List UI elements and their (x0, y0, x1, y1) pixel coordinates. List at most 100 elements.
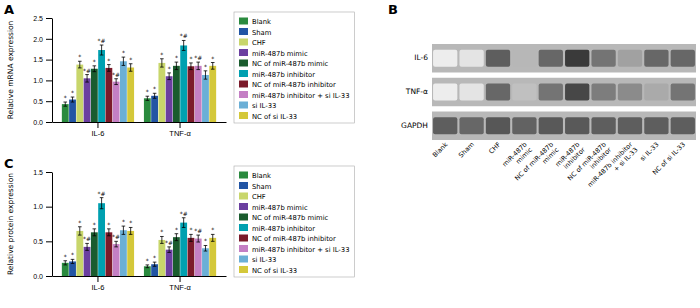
bar (62, 263, 69, 276)
legend-swatch (239, 214, 248, 221)
figure: A*******#****#*#***#*#****0.00.51.01.52.… (0, 0, 700, 308)
x-tick-label: IL-6 (91, 283, 104, 292)
error-bar-cap (93, 235, 97, 236)
error-bar-stem (79, 227, 80, 235)
band (539, 50, 563, 67)
significance-label: *# (165, 239, 173, 246)
error-bar-cap (114, 246, 118, 247)
significance-label: * (129, 219, 132, 226)
error-bar-cap (167, 72, 171, 73)
legend-entry: Blank (239, 18, 271, 27)
bar-panel: A*******#****#*#***#*#****0.00.51.01.52.… (4, 2, 354, 138)
error-bar-cap (122, 226, 126, 227)
legend-label: si IL-33 (252, 102, 276, 110)
bands (432, 44, 696, 140)
x-axis-line (53, 276, 227, 277)
y-tick: 0.5 (33, 238, 52, 245)
significance-label: * (122, 49, 125, 56)
error-bar-cap (153, 262, 157, 263)
y-tick-mark (46, 18, 52, 19)
error-bar-stem (72, 259, 73, 263)
error-bar-cap (63, 264, 67, 265)
band (565, 83, 589, 100)
significance-label: *# (98, 190, 106, 197)
error-bar (107, 65, 111, 72)
error-bar-cap (129, 227, 133, 228)
error-bar-cap (78, 235, 82, 236)
blot-strip (432, 44, 696, 72)
legend-swatch (239, 224, 248, 231)
legend-swatch (239, 203, 248, 210)
column-label: Blank (431, 140, 450, 159)
error-bar-cap (167, 252, 171, 253)
y-tick: 0.0 (33, 119, 52, 126)
error-bar-stem (147, 265, 148, 268)
error-bar-stem (154, 262, 155, 266)
significance-label: * (78, 53, 81, 60)
legend-entry: CHF (239, 193, 266, 202)
error-bar-cap (189, 234, 193, 235)
significance-label: * (71, 89, 74, 96)
error-bar-cap (211, 69, 215, 70)
error-bar-cap (167, 79, 171, 80)
y-tick-mark (46, 39, 52, 40)
significance-label: * (107, 57, 110, 64)
band (459, 117, 483, 134)
panel-label: B (388, 2, 398, 17)
significance-label: *# (180, 32, 188, 39)
error-bar-cap (153, 98, 157, 99)
error-bar (78, 61, 82, 68)
y-tick-mark (46, 172, 52, 173)
band (459, 83, 483, 100)
y-tick-mark (46, 60, 52, 61)
significance-label: * (153, 254, 156, 261)
significance-label: * (129, 56, 132, 63)
error-bar-stem (176, 62, 177, 69)
significance-label: * (204, 63, 207, 70)
error-bar-stem (72, 97, 73, 102)
legend-entry: Sham (239, 182, 272, 191)
significance-label: * (153, 85, 156, 92)
error-bar (146, 96, 150, 100)
error-bar-stem (108, 65, 109, 72)
x-tick: IL-6 (91, 122, 104, 138)
error-bar-stem (183, 218, 184, 228)
column-label-line: + si IL-33 (612, 146, 639, 173)
error-bar-cap (63, 102, 67, 103)
error-bar-cap (122, 57, 126, 58)
column-label-line: NC of si IL-33 (651, 141, 687, 177)
legend-swatch (239, 235, 248, 242)
x-tick: TNF-α (169, 276, 191, 292)
error-bar-stem (147, 96, 148, 100)
error-bar (160, 236, 164, 243)
significance-label: * (160, 51, 163, 58)
column-label: miR-487b inhibitor+ si IL-33 (586, 140, 640, 194)
error-bar-stem (65, 102, 66, 106)
y-tick: 1.5 (33, 56, 52, 63)
legend-label: miR-487b mimic (252, 204, 308, 212)
bars (62, 40, 216, 122)
bar (113, 82, 120, 122)
x-axis: IL-6TNF-α (53, 122, 227, 138)
legend-swatch (239, 18, 248, 25)
significance-label: * (168, 65, 171, 72)
error-bar-cap (63, 106, 67, 107)
band (565, 117, 589, 134)
significance-label: * (204, 237, 207, 244)
error-bar-stem (87, 243, 88, 250)
y-tick-label: 2.0 (33, 36, 43, 43)
bar (113, 244, 120, 276)
bar (69, 261, 76, 276)
error-bar-cap (175, 69, 179, 70)
legend-swatch (239, 60, 248, 67)
error-bar-stem (183, 40, 184, 50)
band (591, 83, 615, 100)
error-bar-cap (160, 236, 164, 237)
significance-label: *# (83, 235, 91, 242)
bar (144, 266, 151, 276)
error-bar-cap (189, 69, 193, 70)
error-bar-stem (123, 226, 124, 234)
significance-label: * (71, 251, 74, 258)
y-axis-title: Relative protein expression (6, 173, 15, 275)
error-bar (153, 262, 157, 266)
